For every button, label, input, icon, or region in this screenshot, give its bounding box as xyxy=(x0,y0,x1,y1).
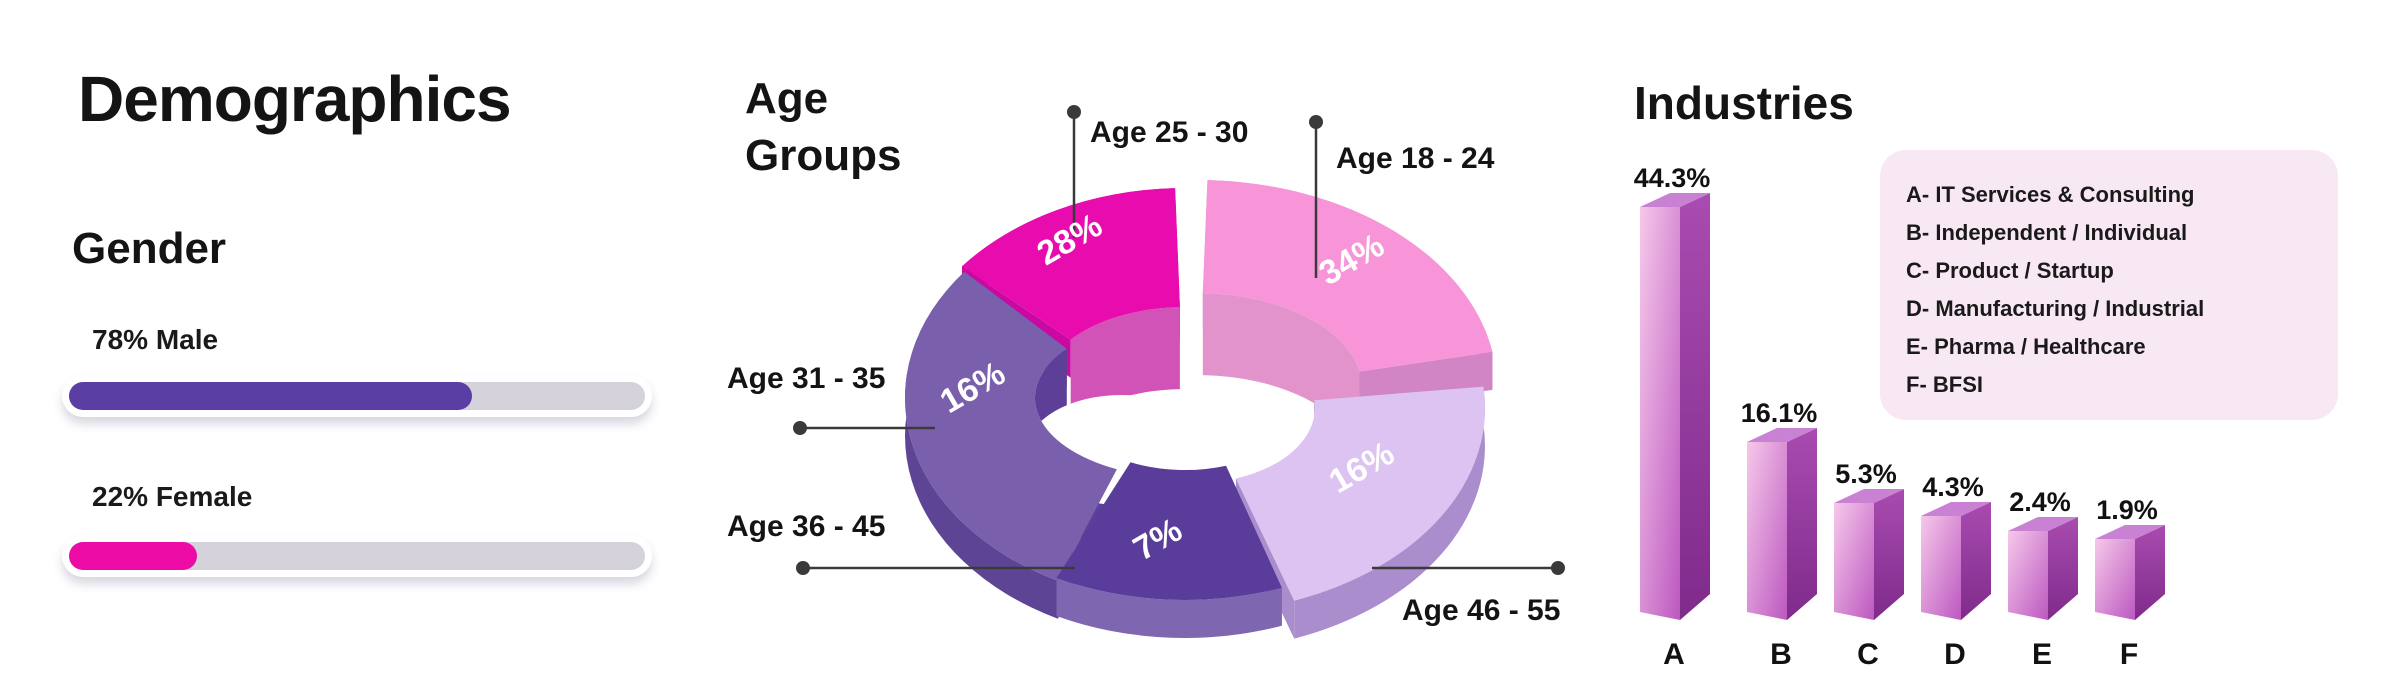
bar-side-face xyxy=(1961,502,1991,620)
bar-value-label: 5.3% xyxy=(1835,459,1897,489)
donut-top-faces xyxy=(905,180,1493,601)
bar-front-face xyxy=(1921,516,1961,620)
legend-item-d: D- Manufacturing / Industrial xyxy=(1906,296,2205,321)
bar-top-face xyxy=(1834,489,1904,503)
bar-top-face xyxy=(2008,517,2078,531)
donut-segment-top xyxy=(962,188,1180,340)
bar-category-label: F xyxy=(2119,638,2139,671)
donut-segment-inner-wall xyxy=(1070,307,1180,422)
bar-top-face xyxy=(1921,502,1991,516)
legend-item-e: E- Pharma / Healthcare xyxy=(1906,334,2146,359)
page-title: Demographics xyxy=(78,63,512,135)
age-groups-heading: Age Groups xyxy=(745,74,902,181)
gender-male-bar xyxy=(62,375,652,417)
age-callout-label: Age 31 - 35 xyxy=(727,362,886,395)
gender-female-bar xyxy=(62,535,652,577)
callout-dot xyxy=(793,421,807,435)
gender-male-label: 78% Male xyxy=(92,324,219,355)
callout-dot xyxy=(1067,105,1081,119)
donut-segment-wall xyxy=(1294,386,1485,639)
bar-category-label: D xyxy=(1944,638,1966,671)
callout-dot xyxy=(1309,115,1323,129)
bar-value-label: 1.9% xyxy=(2096,495,2158,525)
legend-item-b: B- Independent / Individual xyxy=(1906,220,2188,245)
age-callout-label: Age 46 - 55 xyxy=(1402,594,1561,627)
callout-dot xyxy=(796,561,810,575)
bar-value-label: 44.3% xyxy=(1633,163,1711,193)
bar-front-face xyxy=(1640,207,1680,620)
donut-segment-top xyxy=(1236,386,1485,601)
bar-side-face xyxy=(2048,517,2078,620)
callout-dot xyxy=(1551,561,1565,575)
age-callout-label: Age 36 - 45 xyxy=(727,510,886,543)
bar-top-face xyxy=(1640,193,1710,207)
donut-segment-wall xyxy=(905,271,1058,619)
bar-category-label: A xyxy=(1663,638,1685,671)
bar-front-face xyxy=(1747,442,1787,620)
industries-legend-box: A- IT Services & Consulting B- Independe… xyxy=(1880,150,2338,420)
gender-female-label: 22% Female xyxy=(92,481,253,512)
industries-heading: Industries xyxy=(1634,77,1854,129)
bar-side-face xyxy=(1680,193,1710,620)
bar-top-face xyxy=(2095,525,2165,539)
gender-male-fill xyxy=(69,382,472,410)
bar-side-face xyxy=(2135,525,2165,620)
bar-top-face xyxy=(1747,428,1817,442)
gender-female-track xyxy=(69,542,645,570)
age-callout-label: Age 18 - 24 xyxy=(1336,142,1495,175)
bar-value-label: 4.3% xyxy=(1922,472,1984,502)
bar-front-face xyxy=(2095,539,2135,620)
bar-side-face xyxy=(1787,428,1817,620)
bar-side-face xyxy=(1874,489,1904,620)
donut-segment-inner-wall xyxy=(1202,293,1360,454)
bar-value-label: 16.1% xyxy=(1740,398,1818,428)
donut-segment-top xyxy=(1056,462,1282,601)
bar-category-label: C xyxy=(1857,638,1879,671)
donut-segment-top xyxy=(905,271,1117,581)
bar-front-face xyxy=(2008,531,2048,620)
bar-value-label: 2.4% xyxy=(2009,487,2071,517)
gender-female-fill xyxy=(69,542,197,570)
age-callout-label: Age 25 - 30 xyxy=(1090,116,1249,149)
bar-category-label: E xyxy=(2031,638,2053,671)
gender-heading: Gender xyxy=(72,224,227,273)
bar-front-face xyxy=(1834,503,1874,620)
donut-segment-top xyxy=(1202,180,1493,372)
industries-bars xyxy=(1640,193,2165,620)
legend-item-a: A- IT Services & Consulting xyxy=(1906,182,2195,207)
gender-male-track xyxy=(69,382,645,410)
legend-item-f: F- BFSI xyxy=(1906,372,1983,397)
legend-item-c: C- Product / Startup xyxy=(1906,258,2114,283)
bar-category-label: B xyxy=(1770,638,1792,671)
donut-segment-wall xyxy=(1056,578,1282,639)
